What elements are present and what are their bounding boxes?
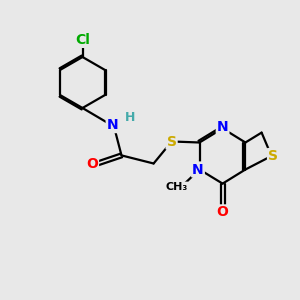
Text: O: O <box>86 157 98 170</box>
Text: S: S <box>268 149 278 163</box>
Text: H: H <box>124 111 135 124</box>
Text: CH₃: CH₃ <box>165 182 188 193</box>
Text: S: S <box>167 135 177 148</box>
Text: N: N <box>107 118 118 132</box>
Text: N: N <box>192 163 204 176</box>
Text: N: N <box>217 120 228 134</box>
Text: O: O <box>217 206 229 219</box>
Text: Cl: Cl <box>75 33 90 47</box>
